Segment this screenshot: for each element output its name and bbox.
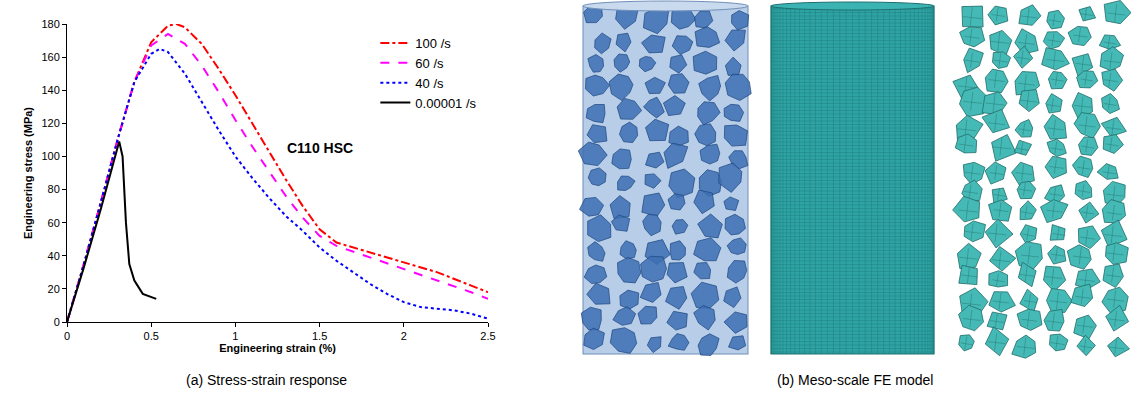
svg-text:0: 0	[54, 316, 60, 328]
svg-text:0.00001 /s: 0.00001 /s	[415, 96, 476, 111]
svg-text:60 /s: 60 /s	[415, 56, 444, 71]
svg-text:0.5: 0.5	[144, 330, 159, 342]
svg-text:100 /s: 100 /s	[415, 36, 451, 51]
svg-text:2.5: 2.5	[480, 330, 495, 342]
svg-text:40: 40	[48, 250, 60, 262]
svg-text:C110 HSC: C110 HSC	[287, 140, 353, 156]
svg-text:100: 100	[41, 150, 59, 162]
svg-text:40 /s: 40 /s	[415, 76, 444, 91]
svg-text:0: 0	[64, 330, 70, 342]
svg-text:Engineering strain (%): Engineering strain (%)	[219, 342, 336, 354]
svg-text:Engineering stress (MPa): Engineering stress (MPa)	[22, 107, 34, 239]
svg-text:1: 1	[232, 330, 238, 342]
svg-text:180: 180	[41, 18, 59, 30]
svg-text:80: 80	[48, 183, 60, 195]
svg-text:140: 140	[41, 84, 59, 96]
svg-text:20: 20	[48, 283, 60, 295]
svg-text:160: 160	[41, 51, 59, 63]
svg-text:60: 60	[48, 217, 60, 229]
svg-text:(b) Meso-scale FE model: (b) Meso-scale FE model	[777, 372, 933, 388]
svg-text:1.5: 1.5	[312, 330, 327, 342]
svg-text:2: 2	[401, 330, 407, 342]
svg-text:120: 120	[41, 117, 59, 129]
svg-text:(a) Stress-strain response: (a) Stress-strain response	[186, 372, 347, 388]
